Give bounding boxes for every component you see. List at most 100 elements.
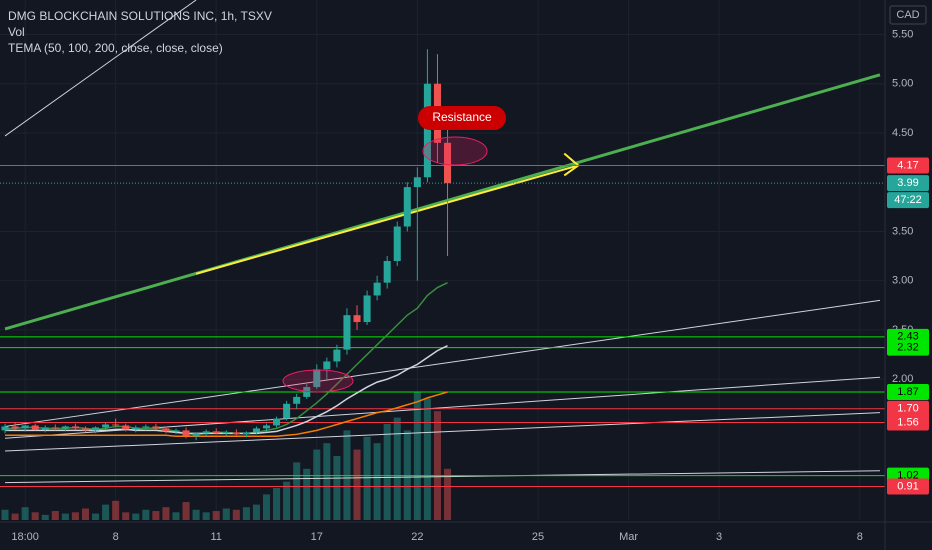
volume-bar <box>92 513 100 520</box>
price-tag-label: 1.56 <box>897 416 918 428</box>
trend-line <box>5 470 880 484</box>
volume-bar <box>413 392 421 520</box>
candle-body <box>41 427 49 430</box>
volume-bar <box>41 514 49 520</box>
candle-body <box>112 424 120 426</box>
candle-body <box>102 424 110 428</box>
volume-bar <box>31 512 39 520</box>
trend-line <box>195 164 579 275</box>
candle-body <box>353 315 361 323</box>
highlight-ellipse <box>282 369 354 393</box>
candle-body <box>403 187 411 227</box>
candle-body <box>21 425 29 429</box>
volume-bar <box>112 500 120 520</box>
candle-body <box>182 430 190 437</box>
price-tag-label: 0.91 <box>897 480 918 492</box>
x-tick-label: 18:00 <box>11 531 39 543</box>
highlight-ellipse <box>422 136 488 166</box>
trend-line <box>5 412 880 452</box>
candle-body <box>31 425 39 430</box>
volume-bar <box>353 449 361 520</box>
candle-body <box>61 426 69 429</box>
candle-body <box>242 432 250 435</box>
volume-bar <box>252 504 260 520</box>
trend-line <box>4 0 197 137</box>
currency-box <box>889 5 927 25</box>
volume-bar <box>11 513 19 520</box>
candle-body <box>152 426 160 429</box>
currency: CAD <box>896 9 919 21</box>
candle-body <box>1 426 9 431</box>
x-tick-label: 11 <box>211 531 222 543</box>
candle-body <box>444 142 452 184</box>
price-tag-label: 4.17 <box>897 159 918 171</box>
y-tick-label: 5.50 <box>892 28 913 40</box>
countdown: 47:22 <box>894 194 922 206</box>
trend-line <box>4 299 881 427</box>
annotation-pill <box>418 106 506 130</box>
x-tick-label: 8 <box>857 531 863 543</box>
y-tick-label: 4.50 <box>892 127 913 139</box>
volume-bar <box>61 513 69 520</box>
volume-bar <box>293 462 301 520</box>
volume-bar <box>433 411 441 520</box>
volume-bar <box>172 512 180 520</box>
candle-body <box>142 426 150 428</box>
candle-body <box>313 369 321 388</box>
annotation: Resistance <box>432 110 492 124</box>
overlay: Resistance <box>282 106 506 393</box>
volume-bar <box>363 436 371 520</box>
volume-bar <box>373 443 381 520</box>
x-tick-label: 17 <box>311 531 323 543</box>
indicator-line <box>5 391 448 438</box>
volume-bar <box>383 424 391 520</box>
volume-bar <box>333 456 341 520</box>
volume-bar <box>242 507 250 520</box>
x-tick-label: 25 <box>532 531 544 543</box>
candle-body <box>192 433 200 437</box>
candle-body <box>51 427 59 429</box>
candle-body <box>383 260 391 283</box>
candle-body <box>172 430 180 432</box>
price-tag-label: 2.32 <box>897 342 918 354</box>
y-tick-label: 3.50 <box>892 225 913 237</box>
volume-bar <box>232 509 240 520</box>
candle-body <box>92 427 100 431</box>
candle-body <box>413 177 421 188</box>
volume-bar <box>21 507 29 520</box>
volume-bar <box>51 511 59 520</box>
candle-body <box>333 349 341 362</box>
volume-bar <box>71 512 79 520</box>
price-tag <box>887 478 929 495</box>
volume-bar <box>152 511 160 520</box>
x-tick-label: 8 <box>113 531 119 543</box>
price-tag <box>887 383 929 400</box>
trend-line <box>4 73 881 331</box>
volume-bar <box>102 504 110 520</box>
price-tag-label: 1.87 <box>897 386 918 398</box>
volume-bar <box>132 513 140 520</box>
x-tick-label: 22 <box>411 531 423 543</box>
candle-body <box>232 432 240 435</box>
volume-bar <box>162 507 170 520</box>
price-tag <box>887 175 929 192</box>
volume-bar <box>212 511 220 520</box>
y-tick-label: 2.00 <box>892 373 913 385</box>
volume-bar <box>1 509 9 520</box>
countdown-tag <box>887 192 929 209</box>
candle-body <box>283 403 291 419</box>
candle-body <box>122 425 130 430</box>
volume-bar <box>273 488 281 520</box>
candle-body <box>11 426 19 429</box>
volume-bar <box>303 468 311 520</box>
volume-bar <box>142 509 150 520</box>
candle-body <box>262 425 271 429</box>
plot-area <box>0 0 885 520</box>
candle-body <box>343 315 351 350</box>
volume-label: Vol <box>8 25 25 39</box>
price-tag <box>887 400 929 417</box>
candle-body <box>71 426 79 429</box>
chart-title: DMG BLOCKCHAIN SOLUTIONS INC, 1h, TSXV <box>8 9 272 23</box>
x-tick-label: 3 <box>716 531 722 543</box>
